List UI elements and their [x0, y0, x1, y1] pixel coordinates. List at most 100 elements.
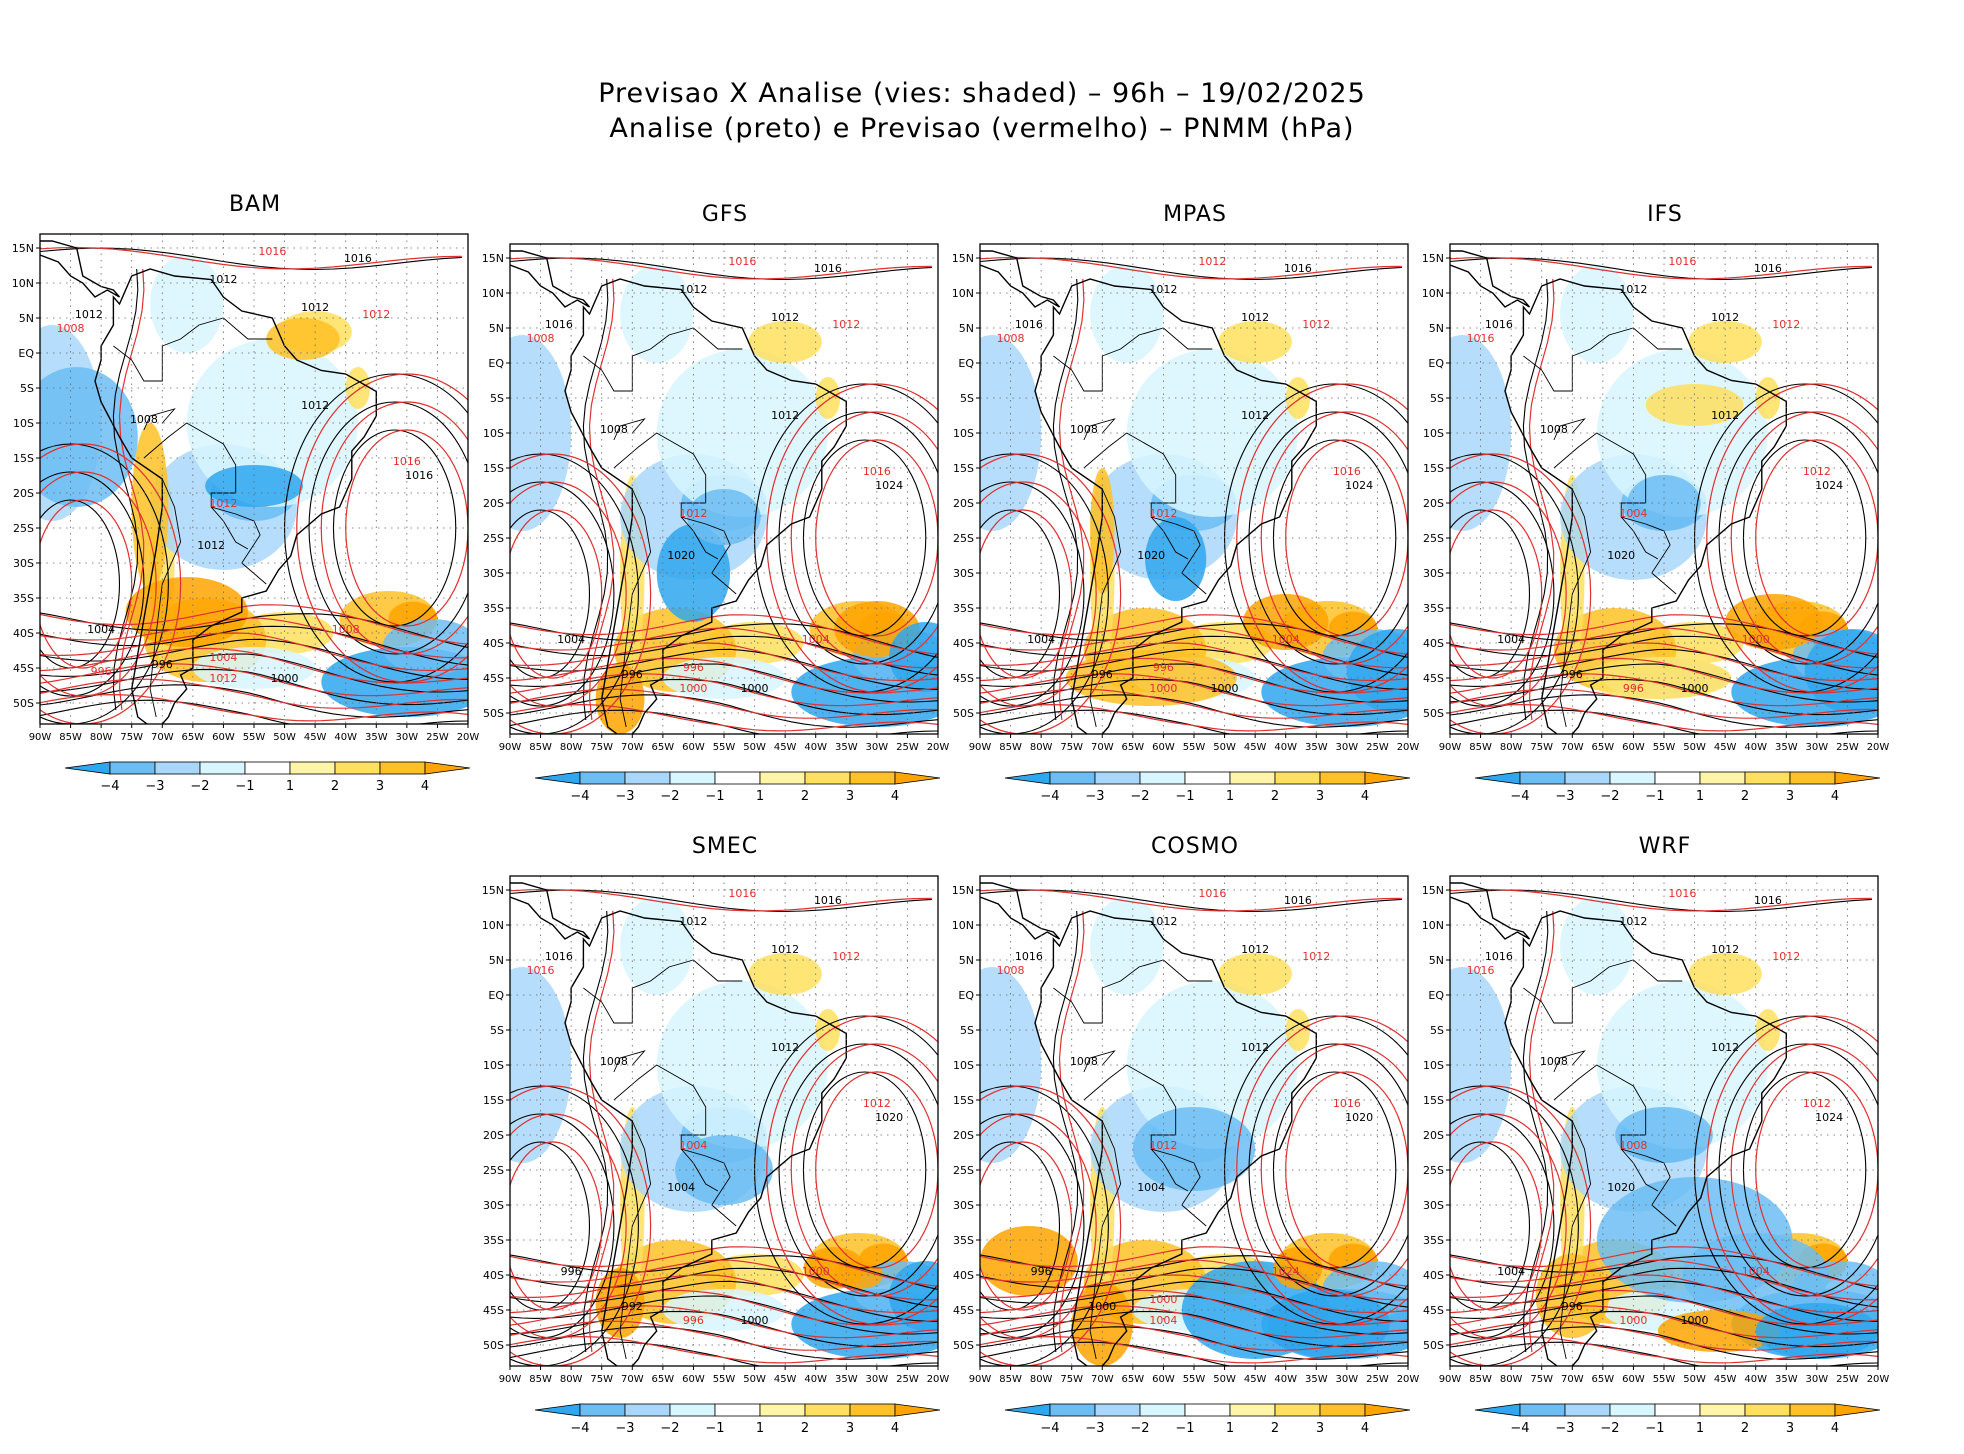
analysis-contour-label: 1012: [1241, 409, 1269, 422]
lat-tick-label: 40S: [1423, 637, 1444, 650]
analysis-contour-label: 1012: [1711, 943, 1739, 956]
colorbar-swatch: [1274, 771, 1321, 785]
forecast-contour-label: 1012: [1302, 950, 1330, 963]
forecast-contour-label: 1016: [728, 255, 756, 268]
forecast-contour-label: 1000: [1149, 682, 1177, 695]
lat-tick-label: 30S: [483, 567, 504, 580]
analysis-contour-label: 1004: [557, 633, 585, 646]
lon-tick-label: 85W: [1469, 1374, 1492, 1385]
lat-tick-label: 10N: [952, 919, 974, 932]
country-border: [1553, 1064, 1677, 1227]
forecast-isobar: [1450, 1085, 1592, 1366]
lon-tick-label: 90W: [969, 742, 992, 753]
analysis-contour-label: 996: [1562, 668, 1583, 681]
figure-title-line2: Analise (preto) e Previsao (vermelho) – …: [609, 113, 1355, 144]
lon-tick-label: 90W: [499, 1374, 522, 1385]
lat-tick-label: 20S: [13, 487, 34, 500]
lon-tick-label: 80W: [560, 742, 583, 753]
colorbar-label: −2: [1130, 789, 1149, 804]
forecast-isobar: [510, 657, 938, 694]
colorbar-label: 3: [846, 789, 854, 804]
forecast-isobar: [40, 471, 157, 697]
colorbar-swatch: [714, 1403, 761, 1417]
analysis-isobar: [1052, 910, 1079, 1353]
forecast-isobar: [980, 673, 1408, 707]
forecast-contour-label: 1008: [997, 332, 1025, 345]
analysis-contour-label: 1000: [741, 1314, 769, 1327]
forecast-contour-label: 1012: [832, 950, 860, 963]
colorbar-swatch: [1699, 771, 1746, 785]
lon-tick-label: 30W: [1806, 742, 1829, 753]
colorbar-swatch: [1789, 771, 1836, 785]
analysis-isobar: [1248, 1043, 1408, 1297]
bias-area: [889, 1261, 938, 1331]
forecast-contour-label: 1008: [527, 332, 555, 345]
lat-tick-label: 15S: [953, 462, 974, 475]
lon-tick-label: 70W: [1091, 742, 1114, 753]
colorbar-label: −3: [145, 779, 164, 794]
bias-area: [620, 897, 694, 995]
forecast-contour-label: 1016: [1467, 332, 1495, 345]
lon-tick-label: 90W: [499, 742, 522, 753]
analysis-contour-label: 1000: [1681, 1314, 1709, 1327]
analysis-isobar: [1450, 663, 1878, 703]
colorbar-max-arrow: [424, 761, 471, 775]
forecast-isobar: [510, 256, 932, 280]
colorbar-label: 2: [1741, 789, 1749, 804]
forecast-contour-label: 1000: [802, 1265, 830, 1278]
colorbar-swatch: [1139, 1403, 1186, 1417]
lon-tick-label: 55W: [713, 1374, 736, 1385]
forecast-contour-label: 1008: [332, 623, 360, 636]
lat-tick-label: 10S: [483, 427, 504, 440]
analysis-contour-label: 1012: [1241, 943, 1269, 956]
country-border: [619, 488, 652, 728]
bias-area: [675, 1135, 773, 1205]
forecast-isobar: [510, 509, 603, 679]
forecast-isobar: [510, 1289, 938, 1326]
lon-tick-label: 60W: [1152, 1374, 1175, 1385]
lon-tick-label: 25W: [1836, 742, 1859, 753]
lon-tick-label: 70W: [1091, 1374, 1114, 1385]
lat-tick-label: 25S: [953, 532, 974, 545]
bias-area: [1560, 265, 1634, 363]
country-border: [1150, 516, 1189, 560]
forecast-contour-label: 1004: [679, 1139, 707, 1152]
lat-tick-label: 35S: [1423, 1234, 1444, 1247]
bias-area: [656, 981, 828, 1149]
lon-tick-label: 30W: [1806, 1374, 1829, 1385]
lon-tick-label: 40W: [334, 732, 357, 743]
coastline-south-america: [94, 268, 377, 724]
lat-tick-label: 45S: [953, 1304, 974, 1317]
forecast-contour-label: 996: [1623, 682, 1644, 695]
bias-area: [1596, 981, 1768, 1149]
lat-tick-label: 5N: [959, 322, 974, 335]
colorbar-swatch: [289, 761, 336, 775]
forecast-isobar: [980, 657, 1408, 694]
analysis-contour-label: 1020: [1607, 1181, 1635, 1194]
analysis-isobar: [1450, 1267, 1878, 1308]
lon-tick-label: 90W: [1439, 1374, 1462, 1385]
analysis-contour-label: 1008: [1070, 1055, 1098, 1068]
analysis-isobar: [980, 622, 1408, 659]
colorbar-label: 2: [1271, 1421, 1279, 1436]
analysis-contour-label: 1000: [741, 682, 769, 695]
colorbar-swatch: [669, 771, 716, 785]
country-border: [1083, 432, 1207, 595]
analysis-contour-label: 1008: [600, 1055, 628, 1068]
analysis-isobar: [510, 1254, 938, 1291]
lon-tick-label: 75W: [1060, 1374, 1083, 1385]
lat-tick-label: 35S: [953, 602, 974, 615]
analysis-isobar: [980, 889, 1402, 913]
colorbar-label: 4: [1831, 1421, 1839, 1436]
lat-tick-label: 30S: [13, 557, 34, 570]
analysis-contour-label: 1012: [1241, 311, 1269, 324]
colorbar-swatch: [1699, 1403, 1746, 1417]
lon-tick-label: 70W: [621, 742, 644, 753]
lon-tick-label: 65W: [182, 732, 205, 743]
country-border: [613, 432, 737, 595]
forecast-contour-label: 1016: [1668, 255, 1696, 268]
forecast-isobar: [1236, 1015, 1408, 1325]
analysis-isobar: [284, 373, 468, 683]
analysis-isobar: [1450, 622, 1878, 659]
analysis-contour-label: 1008: [1540, 1055, 1568, 1068]
